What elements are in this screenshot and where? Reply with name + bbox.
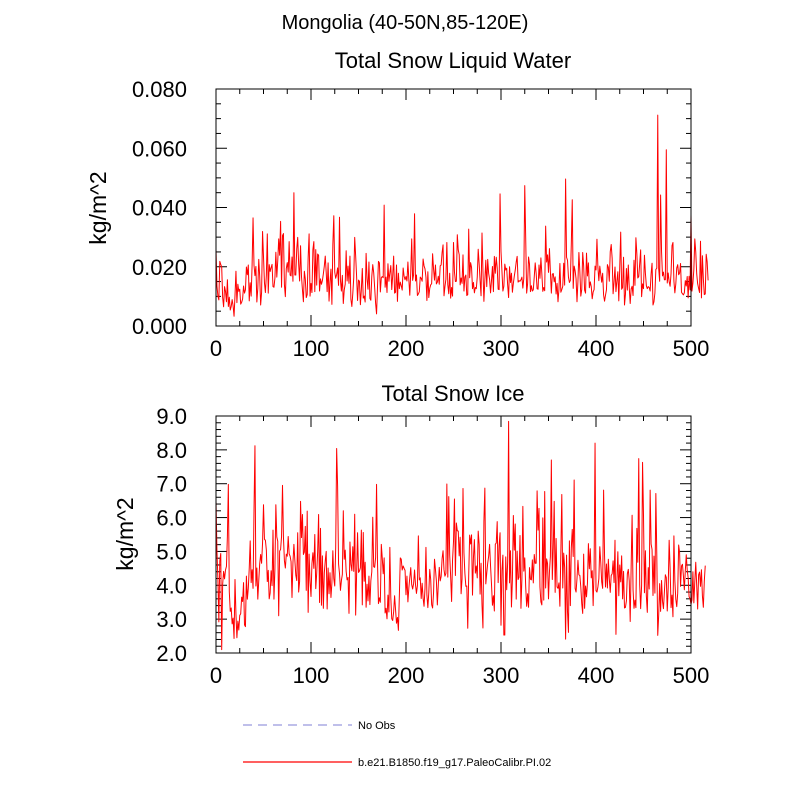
x-tick-label: 400 (578, 663, 615, 688)
panel-title-snow-ice: Total Snow Ice (381, 381, 524, 406)
y-tick-label: 0.080 (132, 77, 187, 102)
y-tick-label: 5.0 (156, 539, 187, 564)
y-axis-title-snow-ice: kg/m^2 (112, 497, 138, 570)
x-tick-label: 200 (388, 336, 425, 361)
legend-label-model-run: b.e21.B1850.f19_g17.PaleoCalibr.PI.02 (358, 757, 551, 769)
legend-label-no-obs: No Obs (358, 720, 396, 732)
x-tick-label: 0 (210, 336, 222, 361)
x-tick-label: 200 (388, 663, 425, 688)
y-tick-label: 4.0 (156, 573, 187, 598)
y-tick-label: 8.0 (156, 438, 187, 463)
y-tick-label: 0.000 (132, 314, 187, 339)
y-tick-label: 9.0 (156, 404, 187, 429)
y-tick-label: 2.0 (156, 641, 187, 666)
y-tick-label: 3.0 (156, 607, 187, 632)
y-tick-label: 7.0 (156, 472, 187, 497)
y-tick-label: 0.020 (132, 255, 187, 280)
x-tick-label: 400 (578, 336, 615, 361)
series-line-snow-ice (215, 420, 706, 651)
plot-frame-snow-ice (215, 415, 692, 654)
series-line-snow-liquid-water (215, 114, 709, 317)
y-tick-label: 6.0 (156, 506, 187, 531)
x-tick-label: 300 (483, 336, 520, 361)
x-tick-label: 300 (483, 663, 520, 688)
y-tick-label: 0.040 (132, 196, 187, 221)
y-axis-title-snow-liquid-water: kg/m^2 (85, 171, 111, 244)
x-tick-label: 0 (210, 663, 222, 688)
x-tick-label: 100 (293, 336, 330, 361)
legend: No Obs b.e21.B1850.f19_g17.PaleoCalibr.P… (243, 720, 551, 769)
x-tick-label: 500 (673, 663, 710, 688)
panel-snow-ice: Total Snow Ice kg/m^2 0 100 200 300 400 500 2.… (112, 381, 709, 688)
panel-snow-liquid-water: Total Snow Liquid Water kg/m^2 0 100 200 30… (85, 48, 709, 361)
x-tick-label: 100 (293, 663, 330, 688)
x-tick-label: 500 (673, 336, 710, 361)
plot-frame-snow-liquid-water (215, 88, 692, 327)
figure-title: Mongolia (40-50N,85-120E) (281, 12, 529, 34)
y-tick-label: 0.060 (132, 136, 187, 161)
panel-title-snow-liquid-water: Total Snow Liquid Water (335, 48, 571, 73)
